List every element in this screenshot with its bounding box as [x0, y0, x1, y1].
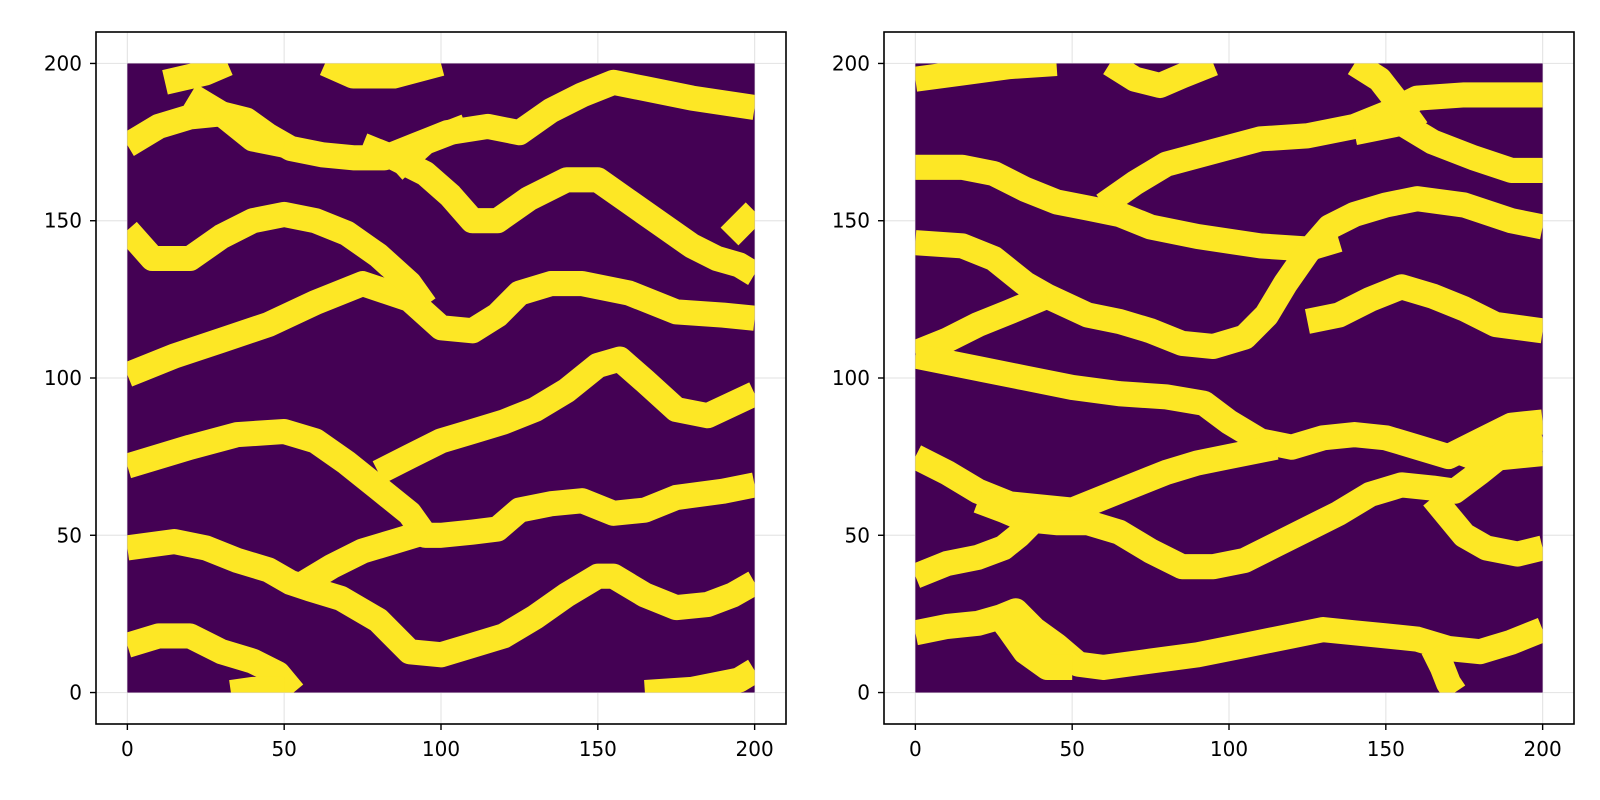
- channel: [644, 659, 755, 693]
- x-tick-label: 200: [736, 737, 774, 761]
- channel: [1352, 110, 1543, 183]
- channel: [915, 186, 1543, 360]
- right-heatmap-panel: 0 50 100 150 200 0 50 100 150 200: [832, 31, 1575, 761]
- channel: [319, 63, 445, 89]
- y-tick-label: 0: [857, 681, 870, 705]
- channel: [915, 154, 1343, 262]
- y-tick-label: 50: [845, 523, 870, 547]
- y-tick-label: 100: [832, 366, 870, 390]
- y-tick-label: 200: [832, 51, 870, 75]
- channel: [385, 114, 471, 180]
- x-tick-label: 100: [422, 737, 460, 761]
- channel: [915, 284, 1052, 365]
- channel: [1304, 274, 1543, 344]
- x-tick-label: 0: [909, 737, 922, 761]
- channel: [357, 133, 755, 285]
- channel: [973, 425, 1543, 580]
- channel: [293, 520, 429, 597]
- channel: [720, 202, 755, 246]
- x-tick-label: 50: [271, 737, 296, 761]
- left-heatmap-panel: 0 50 100 150 200 0 50 100 150 200: [44, 31, 787, 761]
- y-tick-label: 150: [44, 209, 82, 233]
- x-tick-label: 50: [1059, 737, 1084, 761]
- y-tick-label: 200: [44, 51, 82, 75]
- channel: [372, 346, 755, 484]
- channel: [229, 676, 285, 693]
- channel: [127, 271, 755, 387]
- channel: [127, 201, 436, 313]
- channel: [1096, 82, 1543, 216]
- channel: [1347, 63, 1428, 137]
- channel: [127, 529, 755, 668]
- x-tick-label: 150: [579, 737, 617, 761]
- channel: [162, 63, 233, 95]
- channel: [1421, 642, 1466, 693]
- x-tick-label: 200: [1524, 737, 1562, 761]
- x-tick-label: 0: [121, 737, 134, 761]
- channel: [127, 623, 304, 693]
- channel: [1423, 489, 1543, 567]
- channel: [915, 510, 1044, 588]
- channel-group: [127, 63, 755, 693]
- channel: [915, 63, 1058, 92]
- channel: [183, 84, 287, 158]
- y-tick-label: 50: [57, 523, 82, 547]
- y-tick-label: 0: [69, 681, 82, 705]
- x-tick-label: 100: [1210, 737, 1248, 761]
- channel: [915, 434, 1279, 523]
- y-tick-label: 100: [44, 366, 82, 390]
- channel-group: [915, 63, 1543, 693]
- y-tick-label: 150: [832, 209, 870, 233]
- channel: [127, 418, 755, 548]
- channel: [1103, 63, 1218, 99]
- channel: [990, 609, 1073, 680]
- x-tick-label: 150: [1367, 737, 1405, 761]
